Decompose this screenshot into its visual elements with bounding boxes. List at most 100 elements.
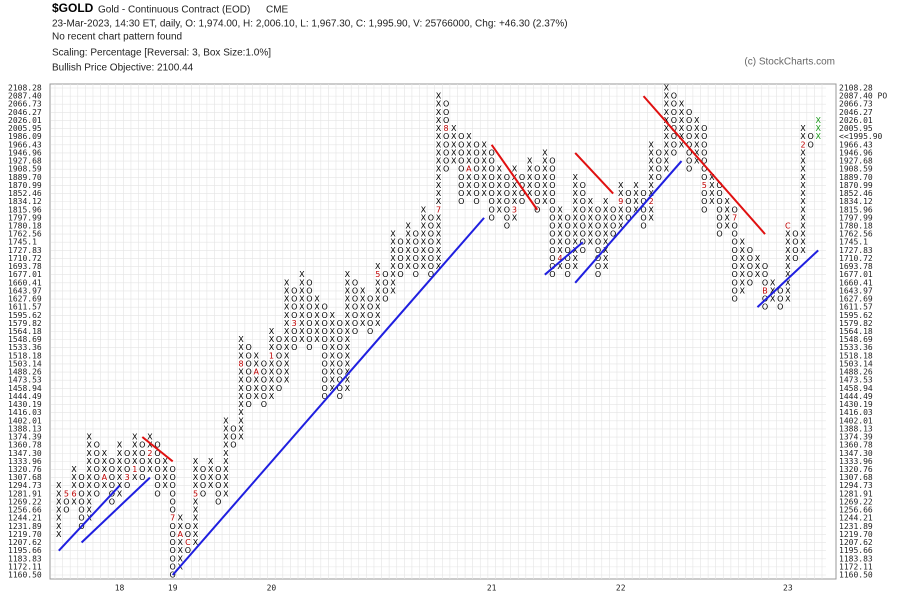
box: X (147, 441, 153, 450)
box: O (625, 189, 631, 198)
box: X (238, 376, 244, 385)
box: O (291, 327, 297, 336)
box: X (132, 457, 138, 466)
box: X (208, 457, 214, 466)
box: X (497, 189, 503, 198)
y-tick-label-right: 1815.96 (839, 205, 873, 214)
box: O (124, 465, 130, 474)
box: O (94, 457, 100, 466)
box: X (421, 221, 427, 230)
box: X (618, 189, 624, 198)
box: X (238, 335, 244, 344)
box: O (458, 197, 464, 206)
y-tick-label-right: 1374.39 (839, 433, 873, 442)
y-tick-label: 2108.28 (8, 84, 42, 93)
box: O (443, 148, 449, 157)
box: X (223, 424, 229, 433)
box: O (549, 197, 555, 206)
box: O (337, 376, 343, 385)
box: X (284, 351, 290, 360)
box: O (78, 489, 84, 498)
box: X (648, 189, 654, 198)
box: O (762, 262, 768, 271)
box: X (800, 230, 806, 239)
box: O (701, 140, 707, 149)
box: X (436, 262, 442, 271)
box: X (360, 295, 366, 304)
y-tick-label: 1503.14 (8, 359, 42, 368)
box: O (762, 303, 768, 312)
box: O (656, 165, 662, 174)
box: O (170, 497, 176, 506)
y-tick-label: 1834.12 (8, 197, 42, 206)
box: O (154, 489, 160, 498)
y-tick-label-right: 2005.95 (839, 124, 873, 133)
box: X (785, 246, 791, 255)
box: O (549, 181, 555, 190)
box: O (701, 197, 707, 206)
box: X (815, 116, 821, 125)
box: X (724, 205, 730, 214)
box: X (314, 303, 320, 312)
box: X (178, 546, 184, 555)
box: X (588, 221, 594, 230)
y-tick-label-right: 2026.01 (839, 116, 873, 125)
box: X (56, 530, 62, 539)
box: X (603, 262, 609, 271)
box: O (701, 165, 707, 174)
y-tick-label-right: 1294.73 (839, 481, 873, 490)
box: X (740, 270, 746, 279)
box: X (208, 473, 214, 482)
box: O (686, 165, 692, 174)
box: X (299, 319, 305, 328)
box: O (595, 205, 601, 214)
pnf-column: XXX (815, 116, 821, 141)
box: O (504, 173, 510, 182)
box: O (458, 157, 464, 166)
box: O (94, 441, 100, 450)
box: X (527, 173, 533, 182)
box: X (800, 124, 806, 133)
box: O (352, 327, 358, 336)
box: X (254, 384, 260, 393)
box: X (299, 335, 305, 344)
box: X (269, 384, 275, 393)
right-marker-label: <<1995.90 (839, 132, 883, 141)
box: O (504, 189, 510, 198)
box: X (740, 278, 746, 287)
box: O (640, 205, 646, 214)
y-tick-label: 1889.70 (8, 173, 42, 182)
box: O (154, 449, 160, 458)
y-tick-label-right: 1416.03 (839, 408, 873, 417)
box: O (428, 254, 434, 263)
box: X (269, 343, 275, 352)
box: O (428, 213, 434, 222)
box: O (306, 327, 312, 336)
y-tick-label: 1219.70 (8, 530, 42, 539)
box: X (390, 286, 396, 295)
box: X (572, 230, 578, 239)
box: O (321, 376, 327, 385)
box: X (405, 254, 411, 263)
box: O (413, 238, 419, 247)
box: X (147, 433, 153, 442)
box: O (549, 238, 555, 247)
box: X (800, 189, 806, 198)
box: X (542, 148, 548, 157)
box: X (527, 181, 533, 190)
y-tick-label-right: 1219.70 (839, 530, 873, 539)
month-marker: A (178, 530, 184, 539)
box: O (139, 465, 145, 474)
box: X (345, 295, 351, 304)
box: O (686, 132, 692, 141)
box: X (572, 181, 578, 190)
